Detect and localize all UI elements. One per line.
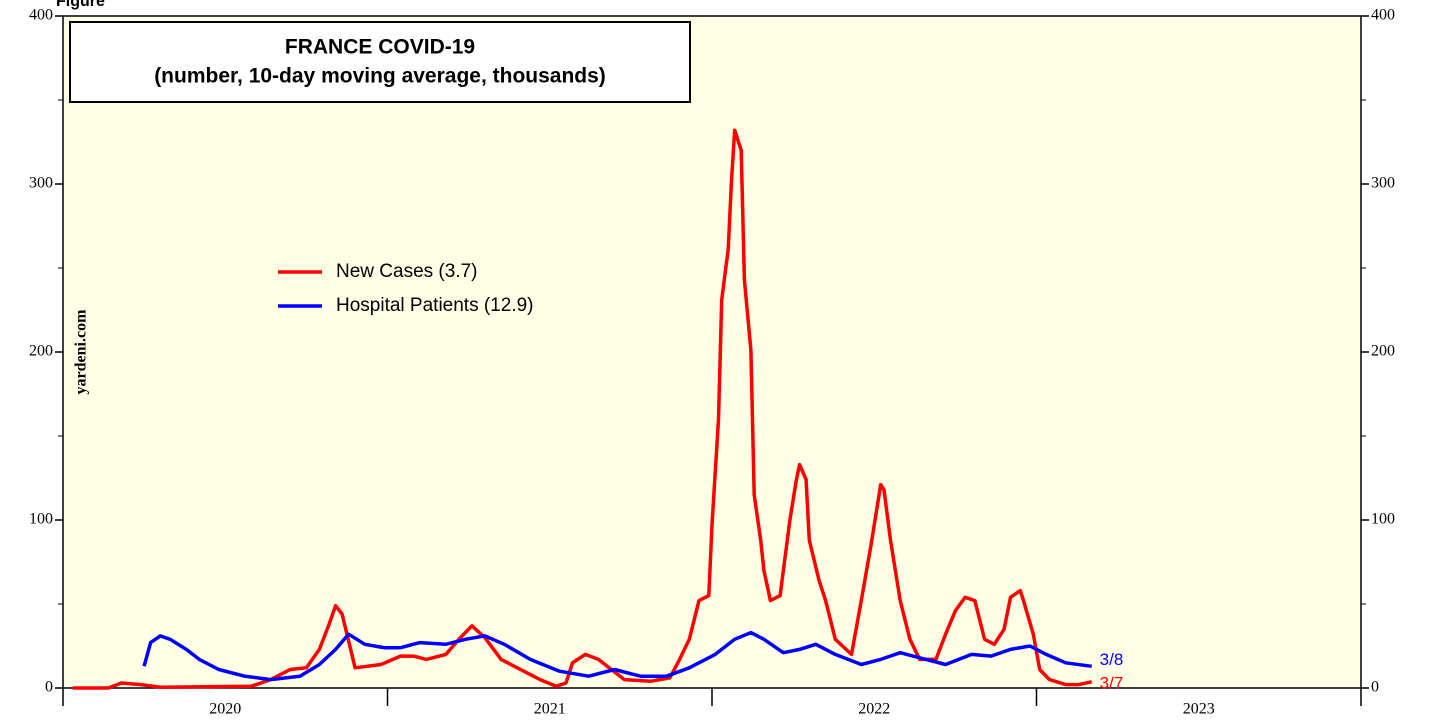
chart-title: FRANCE COVID-19: [285, 36, 475, 59]
y2-tick-label: 0: [1371, 679, 1379, 696]
plot: [55, 15, 1369, 706]
title-box: [69, 21, 691, 103]
y2-tick-label: 100: [1371, 511, 1395, 528]
figure-label: Figure: [56, 0, 105, 10]
plot-background: [63, 16, 1361, 688]
end-label: 3/8: [1100, 650, 1124, 669]
chart-subtitle: (number, 10-day moving average, thousand…: [154, 65, 606, 88]
plot-frame: [62, 15, 1362, 689]
x-tick-label: 2020: [209, 701, 241, 718]
x-tick-label: 2021: [534, 701, 566, 718]
source-label: yardeni.com: [73, 309, 90, 395]
legend-label: New Cases (3.7): [336, 261, 478, 282]
legend-label: Hospital Patients (12.9): [336, 295, 534, 316]
y2-tick-label: 300: [1371, 175, 1395, 192]
y2-tick-label: 200: [1371, 343, 1395, 360]
y-tick-label: 100: [29, 511, 53, 528]
y-tick-label: 0: [45, 679, 53, 696]
series-line: [142, 630, 1092, 682]
x-tick-label: 2023: [1183, 701, 1215, 718]
y-tick-label: 400: [29, 7, 53, 24]
y-tick-label: 300: [29, 175, 53, 192]
x-tick-label: 2022: [858, 701, 890, 718]
series-line: [72, 128, 1093, 690]
end-label: 3/7: [1100, 673, 1124, 692]
y-tick-label: 200: [29, 343, 53, 360]
y2-tick-label: 400: [1371, 7, 1395, 24]
